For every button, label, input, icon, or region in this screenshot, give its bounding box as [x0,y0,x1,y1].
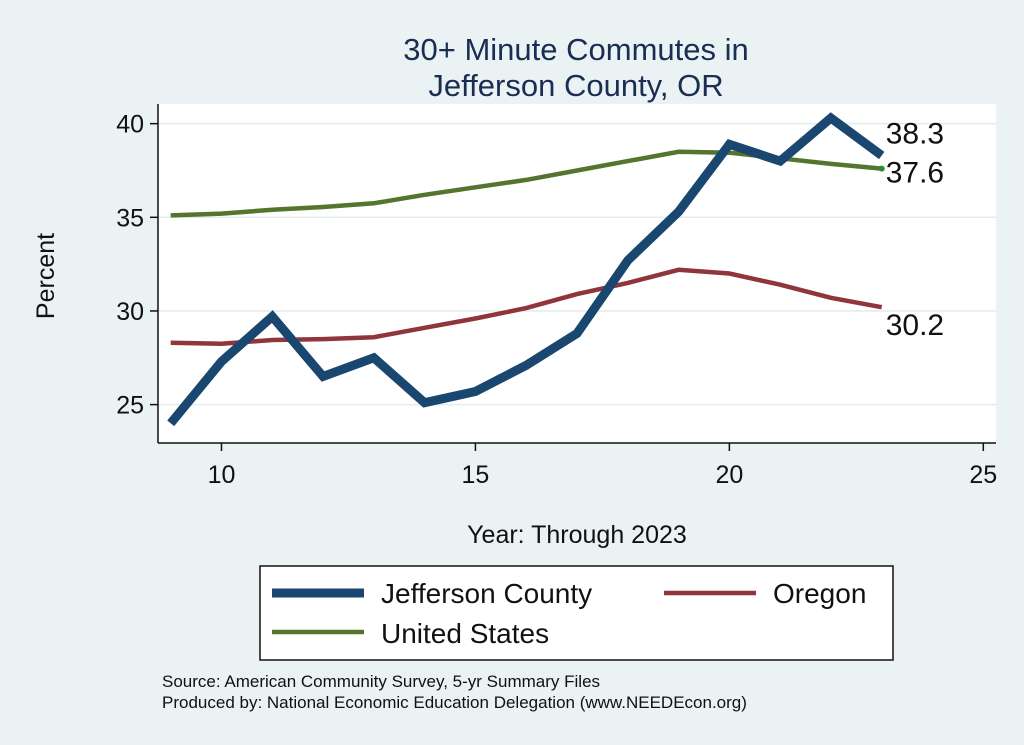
plot-area [158,104,996,443]
legend-box [259,565,894,661]
legend: Jefferson County Oregon United States [259,565,894,661]
axes: 25 30 35 40 10 15 20 25 [116,104,997,489]
x-tick-label-25: 25 [969,461,997,489]
legend-label-jefferson-county: Jefferson County [381,578,592,609]
chart-title-line-1: 30+ Minute Commutes in [403,32,748,67]
x-tick-label-15: 15 [462,461,490,489]
x-tick-label-20: 20 [715,461,743,489]
producer-note: Produced by: National Economic Education… [162,693,747,712]
legend-label-united-states: United States [381,618,549,649]
y-tick-label-40: 40 [116,111,144,139]
end-label-oregon: 30.2 [886,309,944,342]
y-tick-label-30: 30 [116,298,144,326]
series-lines [167,112,885,427]
x-axis-title: Year: Through 2023 [467,521,687,549]
source-note: Source: American Community Survey, 5-yr … [162,672,600,691]
end-marker-united-states [878,165,885,172]
y-axis-title: Percent [32,233,60,319]
end-labels: 38.3 30.2 37.6 [878,118,944,342]
legend-label-oregon: Oregon [773,578,866,609]
y-tick-label-25: 25 [116,392,144,420]
y-tick-label-35: 35 [116,204,144,232]
end-label-united-states: 37.6 [886,157,944,190]
x-tick-label-10: 10 [208,461,236,489]
gridlines [158,122,996,406]
chart-title-line-2: Jefferson County, OR [428,68,723,103]
end-label-jefferson-county: 38.3 [886,118,944,151]
series-line-jefferson-county [167,112,885,427]
